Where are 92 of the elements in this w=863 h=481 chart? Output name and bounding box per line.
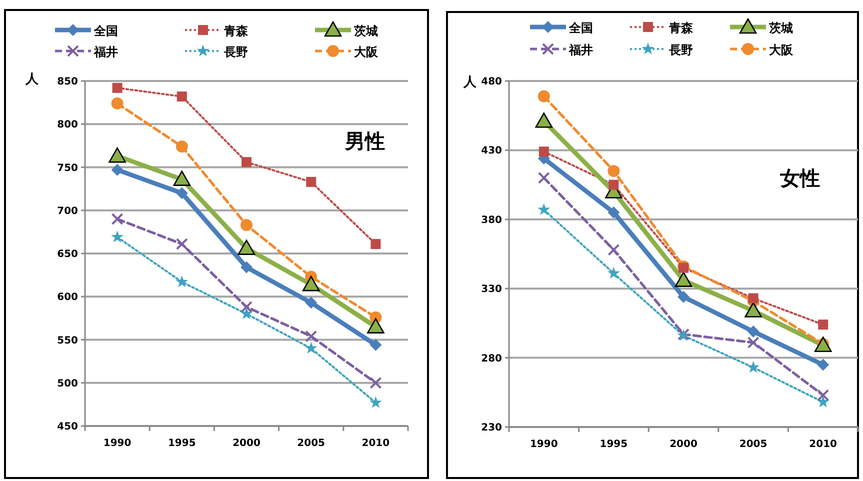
- point: [370, 239, 381, 250]
- point: [304, 342, 318, 354]
- point: [608, 244, 620, 256]
- x-tick-label: 1995: [168, 438, 196, 449]
- legend-label: 福井: [93, 45, 118, 59]
- point: [747, 336, 760, 349]
- point: [302, 276, 320, 292]
- point: [818, 320, 828, 330]
- point: [817, 389, 830, 402]
- annotation: 女性: [779, 166, 820, 190]
- y-tick-label: 750: [57, 162, 78, 174]
- legend-label: 全国: [568, 21, 593, 35]
- point: [240, 300, 252, 313]
- y-tick-label: 850: [57, 76, 78, 88]
- point: [747, 326, 760, 338]
- point: [238, 240, 256, 255]
- y-tick-label: 550: [57, 335, 78, 346]
- point: [112, 82, 122, 93]
- annotation: 男性: [344, 129, 385, 153]
- y-tick-label: 450: [57, 422, 78, 432]
- legend-label: 青森: [668, 21, 694, 35]
- point: [111, 97, 124, 110]
- point: [538, 172, 550, 184]
- point: [538, 146, 549, 157]
- point: [173, 170, 191, 186]
- y-tick-label: 700: [57, 206, 78, 217]
- point: [608, 206, 620, 218]
- point: [678, 290, 690, 303]
- point: [305, 296, 318, 309]
- y-tick-label: 330: [481, 284, 502, 296]
- point: [674, 272, 692, 287]
- point: [367, 318, 384, 334]
- y-tick-label: 480: [481, 76, 502, 88]
- x-tick-label: 2000: [670, 439, 698, 450]
- point: [111, 164, 124, 176]
- point: [240, 261, 252, 274]
- point: [608, 180, 619, 190]
- point: [747, 360, 760, 373]
- x-tick-label: 2005: [297, 438, 326, 449]
- point: [538, 90, 550, 102]
- point: [111, 230, 124, 242]
- point: [240, 307, 253, 320]
- point: [176, 275, 188, 288]
- y-tick-label: 280: [481, 353, 502, 364]
- y-tick-label: 600: [57, 292, 78, 304]
- point: [176, 238, 188, 250]
- legend-label: 全国: [93, 24, 118, 38]
- point: [306, 176, 316, 187]
- legend-label: 福井: [568, 43, 593, 57]
- legend-label: 長野: [223, 45, 248, 59]
- point: [608, 164, 620, 177]
- y-axis-title: 人: [24, 72, 40, 87]
- legend-label: 大阪: [769, 43, 794, 57]
- y-tick-label: 430: [481, 146, 502, 157]
- point: [816, 396, 830, 408]
- point: [240, 219, 252, 232]
- x-tick-label: 2010: [809, 439, 838, 450]
- x-tick-label: 1990: [530, 439, 558, 450]
- point: [814, 336, 832, 352]
- legend-label: 茨城: [353, 24, 378, 38]
- y-tick-label: 230: [481, 422, 502, 434]
- y-tick-label: 800: [57, 120, 78, 131]
- point: [176, 92, 187, 102]
- point: [370, 396, 382, 408]
- point: [108, 147, 126, 163]
- y-tick-label: 650: [57, 249, 78, 260]
- point: [678, 262, 688, 273]
- point: [176, 187, 188, 200]
- point: [748, 293, 758, 304]
- legend-label: 長野: [668, 43, 693, 57]
- point: [535, 112, 553, 128]
- point: [111, 213, 124, 225]
- point: [538, 203, 550, 215]
- point: [176, 140, 188, 153]
- x-tick-label: 1995: [600, 439, 628, 450]
- legend-label: 茨城: [768, 21, 793, 35]
- x-tick-label: 2010: [362, 438, 390, 449]
- point: [744, 302, 762, 318]
- legend-label: 青森: [223, 24, 249, 38]
- y-axis-title: 人: [462, 75, 478, 90]
- point: [305, 330, 318, 342]
- point: [608, 266, 620, 279]
- x-tick-label: 2000: [232, 438, 260, 449]
- y-tick-label: 380: [481, 214, 502, 226]
- point: [817, 358, 830, 371]
- y-tick-label: 500: [57, 378, 78, 390]
- point: [242, 157, 252, 168]
- legend-label: 大阪: [354, 45, 379, 59]
- x-tick-label: 1990: [103, 438, 132, 449]
- point: [370, 376, 382, 389]
- x-tick-label: 2005: [739, 439, 768, 450]
- point: [370, 338, 382, 351]
